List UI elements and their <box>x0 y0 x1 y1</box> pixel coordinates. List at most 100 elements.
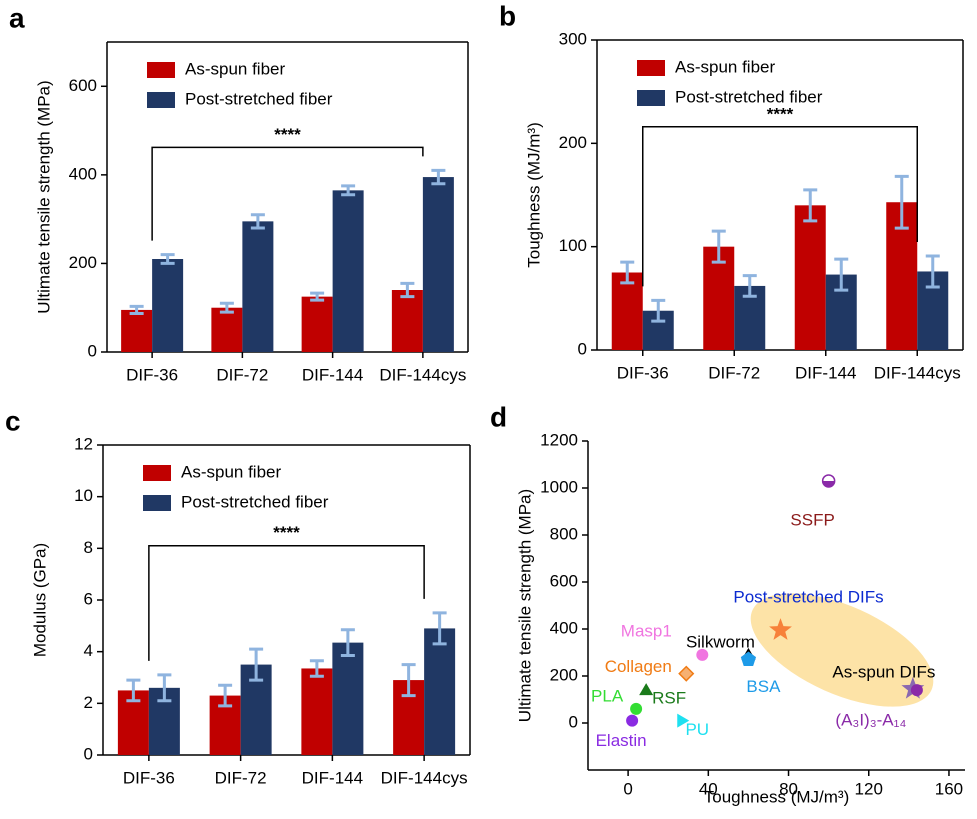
y-axis-title: Toughness (MJ/m³) <box>524 122 543 267</box>
error-bar <box>340 628 355 658</box>
legend-label: Post-stretched fiber <box>181 492 329 511</box>
scatter-point <box>677 713 690 728</box>
x-tick-label: DIF-144 <box>795 363 856 382</box>
y-tick-label: 0 <box>578 339 587 358</box>
legend-label: As-spun fiber <box>185 59 285 78</box>
error-bar <box>711 229 726 264</box>
x-tick-label: 120 <box>855 779 883 798</box>
point-label: (A₃I)₃-A₁₄ <box>835 711 906 730</box>
legend-label: As-spun fiber <box>675 57 775 76</box>
legend-swatch <box>637 60 665 76</box>
bar <box>152 259 184 352</box>
bar <box>422 177 454 352</box>
x-tick-label: 0 <box>623 779 632 798</box>
error-bar <box>309 659 324 678</box>
y-tick-label: 200 <box>559 133 587 152</box>
y-tick-label: 200 <box>69 253 97 272</box>
error-bar <box>620 260 635 285</box>
y-tick-label: 0 <box>84 744 93 763</box>
scatter-point <box>696 648 709 661</box>
legend-swatch <box>147 62 175 78</box>
x-tick-label: DIF-144cys <box>381 768 468 787</box>
scatter-point <box>630 702 643 715</box>
error-bar <box>250 213 265 230</box>
bar <box>703 246 735 350</box>
x-tick-label: DIF-72 <box>215 768 267 787</box>
point-label: As-spun DIFs <box>832 662 935 681</box>
point-label: Elastin <box>596 731 647 750</box>
x-tick-label: DIF-144cys <box>874 363 961 382</box>
highlight-ellipse <box>750 593 934 707</box>
scatter-point <box>639 683 654 696</box>
error-bar <box>803 188 818 223</box>
point-label: PU <box>685 720 709 739</box>
x-tick-label: 160 <box>935 779 963 798</box>
legend-label: As-spun fiber <box>181 462 281 481</box>
error-bar <box>400 281 415 299</box>
bar <box>794 205 826 350</box>
y-tick-label: 100 <box>559 236 587 255</box>
error-bar <box>742 274 757 298</box>
y-tick-label: 8 <box>84 538 93 557</box>
legend-swatch <box>637 90 665 106</box>
scatter-point <box>626 714 639 727</box>
error-bar <box>249 647 264 682</box>
error-bar <box>341 184 356 197</box>
y-tick-label: 12 <box>74 434 93 453</box>
x-tick-label: DIF-36 <box>123 768 175 787</box>
x-tick-label: DIF-36 <box>126 365 178 384</box>
error-bar <box>894 174 909 230</box>
scatter-point <box>678 665 695 682</box>
legend-swatch <box>143 465 171 481</box>
y-tick-label: 6 <box>84 589 93 608</box>
bar <box>332 642 364 755</box>
panel-label: a <box>9 2 25 33</box>
bar <box>301 296 333 352</box>
bar <box>332 190 364 352</box>
y-tick-label: 800 <box>550 524 578 543</box>
y-tick-label: 2 <box>84 693 93 712</box>
significance-label: **** <box>274 125 301 144</box>
scatter-point <box>769 618 792 640</box>
x-tick-label: DIF-144 <box>302 365 363 384</box>
y-tick-label: 200 <box>550 665 578 684</box>
y-tick-label: 400 <box>550 618 578 637</box>
scatter-point-half <box>822 480 835 487</box>
y-tick-label: 600 <box>550 571 578 590</box>
panel-label: c <box>5 405 21 436</box>
error-bar <box>432 611 447 646</box>
significance-label: **** <box>767 104 794 123</box>
error-bar <box>651 298 666 323</box>
y-tick-label: 1000 <box>540 477 578 496</box>
y-tick-label: 0 <box>569 712 578 731</box>
bar <box>301 668 333 755</box>
error-bar <box>218 683 233 708</box>
panel-label: d <box>490 401 507 432</box>
significance-label: **** <box>273 523 300 542</box>
panel-label: b <box>499 0 516 31</box>
bar <box>242 221 274 352</box>
bar <box>211 307 243 352</box>
x-axis-title: Toughness (MJ/m³) <box>704 787 849 806</box>
legend-swatch <box>143 495 171 511</box>
y-tick-label: 300 <box>559 29 587 48</box>
y-tick-label: 600 <box>69 76 97 95</box>
x-tick-label: DIF-144cys <box>379 365 466 384</box>
point-label: Collagen <box>605 657 672 676</box>
y-tick-label: 4 <box>84 641 93 660</box>
y-tick-label: 1200 <box>540 430 578 449</box>
bar <box>121 309 153 352</box>
y-tick-label: 400 <box>69 164 97 183</box>
significance-bracket <box>642 126 918 287</box>
error-bar <box>431 168 446 186</box>
legend-label: Post-stretched fiber <box>675 87 823 106</box>
error-bar <box>310 291 325 302</box>
bar <box>391 290 423 352</box>
significance-bracket <box>148 545 425 661</box>
scatter-point <box>910 684 923 697</box>
point-label: Post-stretched DIFs <box>733 588 883 607</box>
y-tick-label: 0 <box>88 341 97 360</box>
x-tick-label: DIF-72 <box>216 365 268 384</box>
point-label: SSFP <box>790 510 834 529</box>
